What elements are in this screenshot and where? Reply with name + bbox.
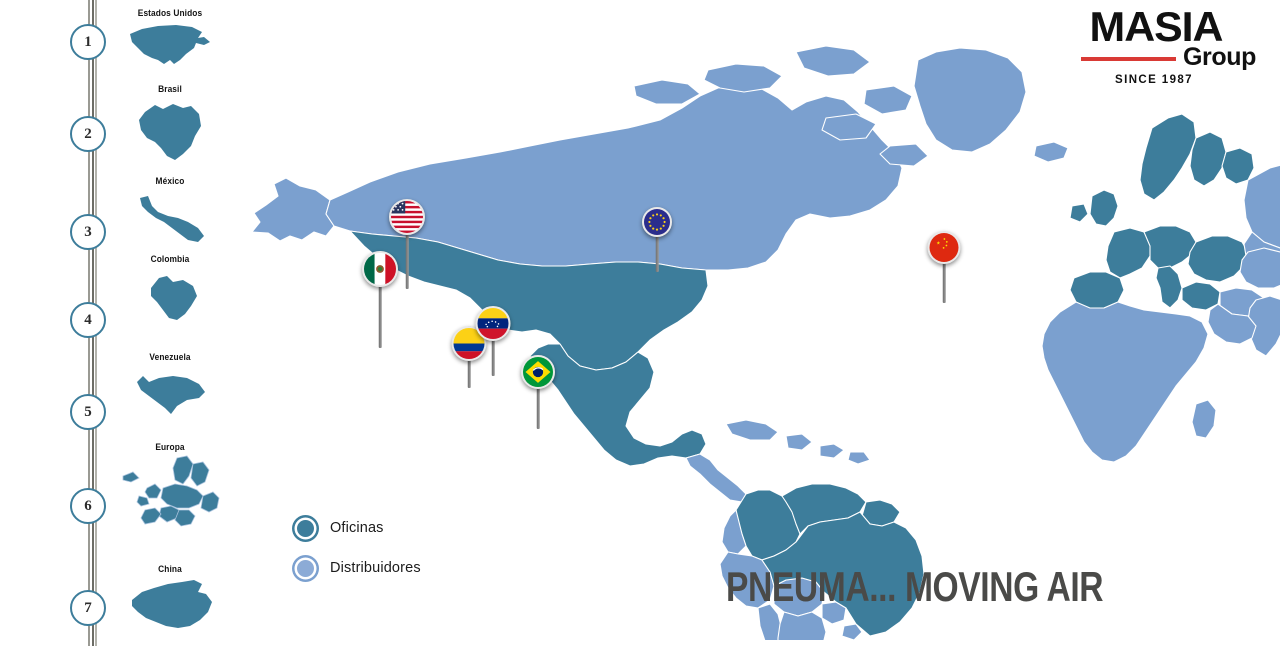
logo-second-row: Group: [1056, 45, 1256, 70]
timeline-step-number[interactable]: 2: [70, 116, 106, 152]
timeline-step-label: Brasil: [158, 84, 182, 95]
country-shape-mexico-icon: [110, 190, 230, 252]
timeline-step-label: Europa: [155, 442, 185, 453]
country-shape-colombia-icon: [110, 268, 230, 328]
logo-brand-name: MASIA: [1089, 3, 1224, 50]
country-timeline-sidebar: Estados Unidos 1 Brasil 2 México 3: [0, 0, 230, 646]
flag-br-icon: [521, 355, 555, 389]
legend-dot-distributors-icon: [292, 554, 319, 582]
pin-stem: [491, 306, 495, 376]
country-shape-venezuela-icon: [110, 366, 230, 424]
country-shape-united-states-icon: [110, 20, 230, 72]
country-shape-europe-icon: [110, 454, 230, 532]
flag-us-icon: [389, 199, 425, 235]
timeline-step-number[interactable]: 6: [70, 488, 106, 524]
flag-cn-icon: [927, 231, 961, 264]
pin-stem: [378, 251, 382, 348]
tagline: PNEUMA... MOVING AIR: [726, 563, 1104, 610]
legend-item-distributors[interactable]: Distribuidores: [292, 548, 421, 588]
legend-item-offices[interactable]: Oficinas: [292, 508, 421, 548]
legend-label-distributors: Distribuidores: [330, 560, 421, 576]
timeline-step-label: Estados Unidos: [137, 8, 203, 19]
flag-co-icon: [451, 326, 487, 361]
logo-group-word: Group: [1183, 43, 1256, 72]
world-map[interactable]: Oficinas Distribuidores PNEUMA... MOVING…: [230, 0, 1280, 640]
timeline-step-number[interactable]: 1: [70, 24, 106, 60]
timeline-step-label: México: [155, 176, 185, 187]
timeline-step-label: China: [158, 564, 182, 575]
timeline-step-label: Venezuela: [149, 352, 191, 363]
map-legend: Oficinas Distribuidores: [292, 508, 421, 588]
logo-since-text: SINCE 1987: [1115, 74, 1193, 87]
pin-stem: [536, 355, 540, 429]
pin-stem: [655, 207, 659, 272]
pin-stem: [405, 199, 409, 289]
logo-accent-bar: [1081, 56, 1176, 61]
brand-logo[interactable]: MASIA Group SINCE 1987: [1056, 3, 1256, 87]
timeline-step-number[interactable]: 3: [70, 214, 106, 250]
flag-ve-icon: [475, 306, 511, 341]
timeline-step-number[interactable]: 5: [70, 394, 106, 430]
legend-dot-offices-icon: [292, 514, 319, 542]
pin-stem: [942, 231, 946, 303]
world-map-svg: [251, 45, 1280, 640]
timeline-step-number[interactable]: 4: [70, 302, 106, 338]
timeline-step-label: Colombia: [150, 254, 190, 265]
flag-mx-icon: [362, 251, 398, 287]
country-shape-china-icon: [110, 576, 230, 632]
country-shape-brazil-icon: [110, 98, 230, 164]
legend-label-offices: Oficinas: [330, 520, 384, 536]
flag-eu-icon: [642, 207, 672, 237]
timeline-step-number[interactable]: 7: [70, 590, 106, 626]
